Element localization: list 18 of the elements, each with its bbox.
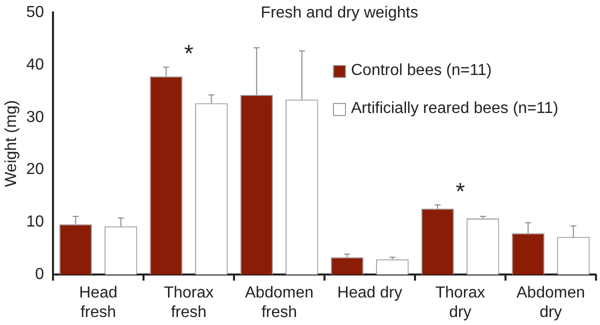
annotation: * (456, 178, 465, 206)
chart-title: Fresh and dry weights (260, 4, 418, 22)
x-tick-label: Abdomen fresh (245, 284, 314, 321)
x-tick-label: Abdomen dry (516, 284, 585, 321)
y-tick-label: 50 (26, 4, 44, 22)
y-tick-label: 40 (26, 56, 44, 74)
x-tick-label: Head fresh (79, 284, 118, 321)
x-tick-label: Thorax dry (435, 284, 486, 321)
annotation: * (184, 40, 194, 68)
y-tick-label: 30 (26, 108, 44, 126)
x-tick-label: Thorax fresh (164, 284, 214, 321)
y-axis-title: Weight (mg) (3, 100, 20, 188)
legend-label: Control bees (n=11) (351, 62, 492, 80)
y-tick-label: 0 (35, 266, 44, 284)
text: Artificially reared bees (n=11) (351, 100, 558, 118)
y-tick-label: 20 (26, 161, 44, 178)
x-tick-label: Head dry (337, 284, 402, 302)
y-tick-label: 10 (26, 214, 44, 231)
